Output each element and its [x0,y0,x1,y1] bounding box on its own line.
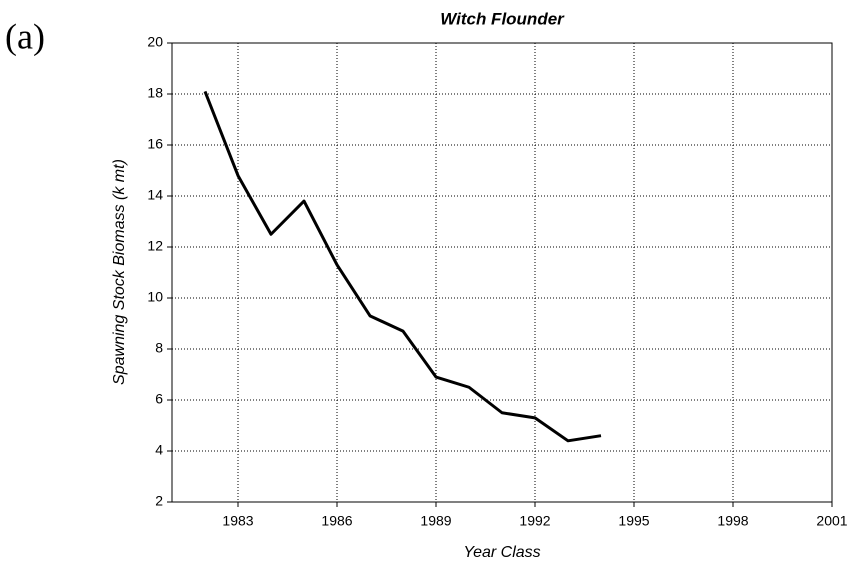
x-tick-label: 1995 [618,513,649,529]
y-tick-label: 8 [155,340,163,356]
y-tick-label: 18 [147,85,163,101]
x-axis-label: Year Class [463,544,540,561]
y-axis-label: Spawning Stock Biomass (k mt) [111,159,128,385]
chart-title: Witch Flounder [440,9,565,28]
y-tick-label: 20 [147,34,163,50]
y-tick-label: 6 [155,391,163,407]
x-tick-label: 1998 [717,513,748,529]
y-tick-label: 4 [155,442,163,458]
x-tick-label: 1986 [321,513,352,529]
y-tick-label: 10 [147,289,163,305]
plot-frame [171,42,833,503]
panel-label: (a) [5,16,45,56]
data-line [203,90,602,443]
y-tick-label: 2 [155,493,163,509]
x-tick-label: 1992 [519,513,550,529]
y-tick-label: 12 [147,238,163,254]
x-tick-label: 1983 [222,513,253,529]
x-tick-label: 1989 [420,513,451,529]
x-tick-label: 2001 [816,513,847,529]
y-tick-label: 16 [147,136,163,152]
y-tick-label: 14 [147,187,163,203]
